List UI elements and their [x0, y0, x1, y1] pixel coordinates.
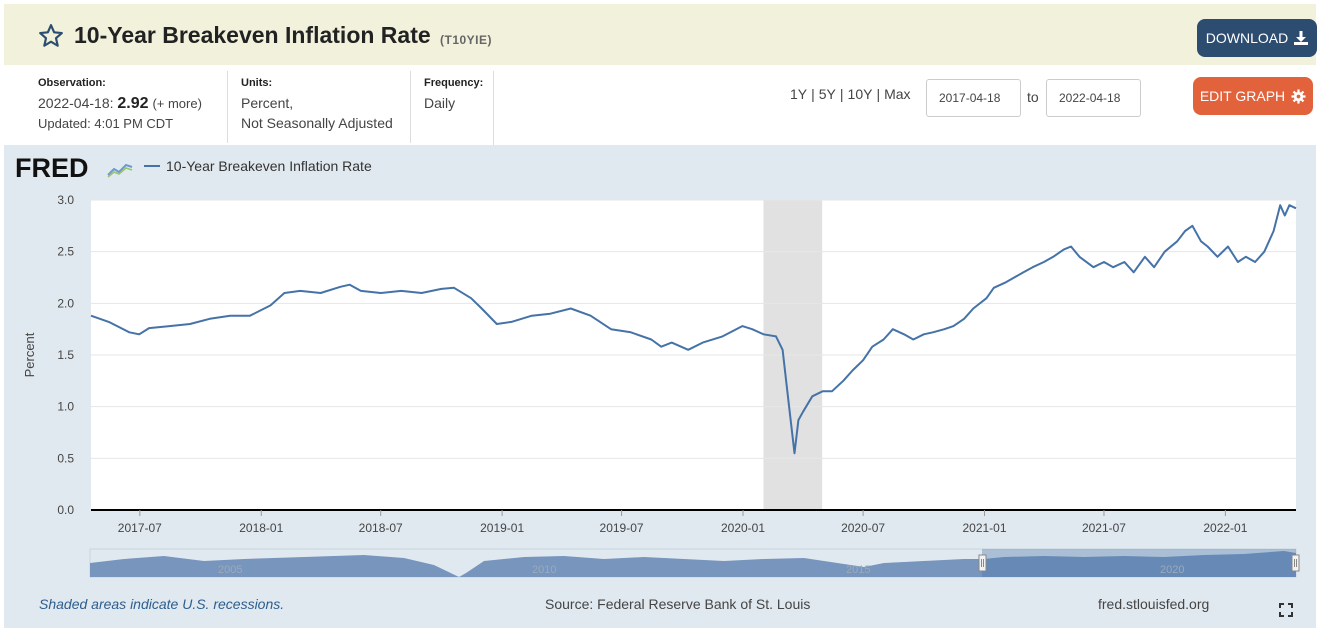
legend-label: 10-Year Breakeven Inflation Rate	[166, 158, 372, 174]
range-max[interactable]: Max	[884, 86, 911, 102]
units-line2: Not Seasonally Adjusted	[241, 115, 393, 131]
units-line1: Percent,	[241, 95, 294, 111]
graph-panel: FRED 10-Year Breakeven Inflation Rate 0.…	[4, 145, 1316, 628]
observation-value: 2.92	[117, 95, 149, 112]
navigator-label-2010: 2010	[532, 564, 556, 576]
page-title: 10-Year Breakeven Inflation Rate	[74, 22, 431, 48]
x-tick-label: 2017-07	[118, 521, 162, 535]
fullscreen-icon[interactable]	[1279, 603, 1293, 617]
download-label: DOWNLOAD	[1205, 30, 1289, 46]
frequency-label: Frequency:	[424, 77, 484, 89]
updated-time: Updated: 4:01 PM CDT	[38, 116, 174, 131]
y-tick-label: 2.0	[57, 296, 74, 310]
navigator-selection	[982, 549, 1296, 577]
units-column: Units: Percent, Not Seasonally Adjusted	[241, 71, 411, 143]
recession-note: Shaded areas indicate U.S. recessions.	[39, 596, 285, 612]
star-outline-icon[interactable]	[38, 23, 64, 49]
y-tick-label: 2.5	[57, 245, 74, 259]
fred-logo-graph-icon	[107, 163, 133, 176]
x-tick-label: 2021-07	[1082, 521, 1126, 535]
range-separator: |	[811, 86, 815, 102]
fred-logo: FRED	[15, 153, 133, 183]
range-1y[interactable]: 1Y	[790, 86, 808, 102]
observation-line: 2022-04-18: 2.92 (+ more)	[38, 93, 227, 114]
y-axis-label: Percent	[22, 332, 37, 377]
observation-column: Observation: 2022-04-18: 2.92 (+ more) U…	[38, 71, 228, 143]
navigator-label-2020: 2020	[1160, 564, 1184, 576]
series-meta-bar: Observation: 2022-04-18: 2.92 (+ more) U…	[4, 65, 1316, 149]
to-label: to	[1027, 89, 1039, 105]
range-10y[interactable]: 10Y	[847, 86, 873, 102]
end-date-input[interactable]	[1046, 79, 1141, 117]
x-tick-label: 2021-01	[962, 521, 1006, 535]
x-tick-label: 2019-01	[480, 521, 524, 535]
navigator-label-2015: 2015	[846, 564, 870, 576]
navigator[interactable]: 2005 2010 2015 2020	[89, 548, 1300, 578]
navigator-handle-right[interactable]	[1291, 554, 1300, 572]
range-separator: |	[876, 86, 881, 102]
range-selector: 1Y | 5Y | 10Y | Max	[790, 86, 911, 102]
series-line	[90, 204, 1297, 455]
x-tick-label: 2018-07	[359, 521, 403, 535]
x-tick-label: 2019-07	[600, 521, 644, 535]
start-date-input[interactable]	[926, 79, 1021, 117]
download-icon	[1294, 31, 1309, 45]
gear-icon	[1291, 88, 1306, 104]
site-url[interactable]: fred.stlouisfed.org	[1098, 596, 1210, 612]
series-id: (T10YIE)	[440, 33, 493, 47]
x-tick-label: 2020-01	[721, 521, 765, 535]
range-separator: |	[839, 86, 844, 102]
observation-label: Observation:	[38, 77, 106, 89]
x-tick-label: 2022-01	[1203, 521, 1247, 535]
y-tick-label: 3.0	[57, 193, 74, 207]
fred-logo-text: FRED	[15, 153, 89, 183]
chart-area: FRED 10-Year Breakeven Inflation Rate 0.…	[15, 153, 1300, 578]
y-tick-label: 0.0	[57, 503, 74, 517]
frequency-value: Daily	[424, 95, 456, 111]
edit-graph-label: EDIT GRAPH	[1199, 88, 1286, 104]
navigator-handle-left[interactable]	[978, 554, 987, 572]
frequency-column: Frequency: Daily	[424, 71, 494, 149]
download-button[interactable]: DOWNLOAD	[1197, 19, 1317, 57]
legend: 10-Year Breakeven Inflation Rate	[144, 158, 372, 174]
observation-more-link[interactable]: (+ more)	[152, 96, 202, 111]
navigator-label-2005: 2005	[218, 564, 242, 576]
x-tick-label: 2018-01	[239, 521, 283, 535]
source-text: Source: Federal Reserve Bank of St. Loui…	[545, 596, 811, 612]
units-label: Units:	[241, 77, 273, 89]
navigator-area	[90, 551, 1296, 577]
header-bar: 10-Year Breakeven Inflation Rate (T10YIE…	[4, 4, 1317, 65]
x-tick-label: 2020-07	[841, 521, 885, 535]
edit-graph-button[interactable]: EDIT GRAPH	[1193, 77, 1313, 115]
observation-date: 2022-04-18:	[38, 95, 114, 111]
y-tick-label: 1.0	[57, 400, 74, 414]
y-tick-label: 1.5	[57, 348, 74, 362]
range-5y[interactable]: 5Y	[818, 86, 836, 102]
y-tick-label: 0.5	[57, 451, 74, 465]
